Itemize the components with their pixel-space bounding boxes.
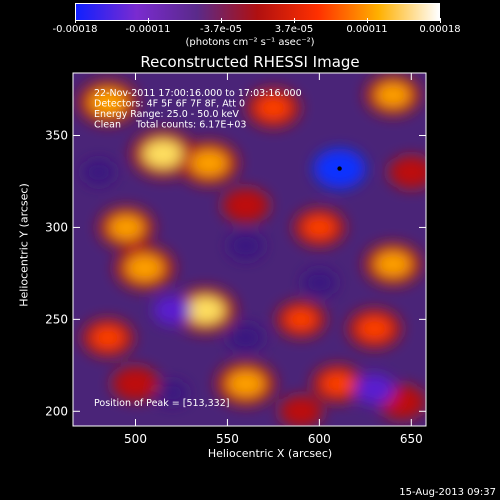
warm-region-core (126, 254, 164, 281)
warm-region-core (143, 139, 184, 168)
warm-region-core (375, 82, 411, 108)
x-tick-label: 550 (216, 432, 239, 446)
cool-region (156, 380, 188, 405)
warm-region-core (227, 370, 265, 397)
warm-region-core (387, 391, 417, 413)
warm-region-core (190, 149, 228, 177)
colorbar-units: (photons cm⁻² s⁻¹ asec⁻²) (185, 37, 315, 48)
colorbar-tick-label: -0.00011 (125, 24, 171, 35)
y-tick-label: 250 (45, 312, 68, 326)
y-tick-label: 300 (45, 220, 68, 234)
warm-region-core (397, 162, 426, 183)
warm-region-core (303, 216, 336, 239)
cool-region (354, 373, 395, 405)
warm-region-core (357, 316, 392, 341)
peak-position-label: Position of Peak = [513,332] (94, 398, 229, 409)
cool-region (227, 323, 264, 352)
warm-region-core (256, 96, 291, 120)
x-tick-label: 650 (400, 432, 423, 446)
y-axis-label: Heliocentric Y (arcsec) (17, 183, 31, 307)
colorbar-tick-label: -3.7e-05 (200, 24, 242, 35)
x-tick-label: 600 (308, 432, 331, 446)
cool-region (302, 269, 337, 296)
annotation-line: 22-Nov-2011 17:00:16.000 to 17:03:16.000 (94, 88, 302, 99)
warm-region-core (285, 308, 317, 331)
peak-marker (337, 166, 342, 171)
colorbar-tick-mark (440, 18, 441, 23)
warm-region-core (91, 326, 124, 350)
colorbar-tick-mark (367, 18, 368, 23)
x-axis-label: Heliocentric X (arcsec) (207, 447, 333, 460)
cool-region (153, 295, 192, 325)
warm-region-core (231, 194, 261, 216)
colorbar-tick-mark (75, 18, 76, 23)
warm-region-core (374, 251, 411, 277)
warm-region-core (186, 296, 225, 324)
warm-region-core (287, 401, 315, 421)
plot-frame (72, 72, 427, 427)
colorbar-tick-label: -0.00018 (52, 24, 98, 35)
annotation-line: Detectors: 4F 5F 6F 7F 8F, Att 0 (94, 99, 245, 110)
y-tick-label: 350 (45, 129, 68, 143)
warm-region-core (108, 215, 144, 240)
colorbar-tick-mark (221, 18, 222, 23)
colorbar-tick-label: 3.7e-05 (274, 24, 314, 35)
chart-title: Reconstructed RHESSI Image (140, 53, 360, 71)
warm-region-core (89, 89, 127, 116)
colorbar-tick-label: 0.00018 (419, 24, 461, 35)
colorbar (75, 3, 440, 21)
warm-region-core (120, 373, 151, 395)
x-tick-label: 500 (124, 432, 147, 446)
annotation-line: Clean Total counts: 6.17E+03 (94, 120, 246, 131)
annotation-line: Energy Range: 25.0 - 50.0 keV (94, 109, 239, 120)
warm-region-core (321, 372, 354, 396)
colorbar-tick-mark (294, 18, 295, 23)
cool-region (82, 159, 115, 185)
colorbar-tick-mark (148, 18, 149, 23)
colorbar-tick-label: 0.00011 (346, 24, 388, 35)
cool-region (227, 231, 264, 260)
timestamp: 15-Aug-2013 09:37 (399, 487, 496, 498)
y-tick-label: 200 (45, 404, 68, 418)
